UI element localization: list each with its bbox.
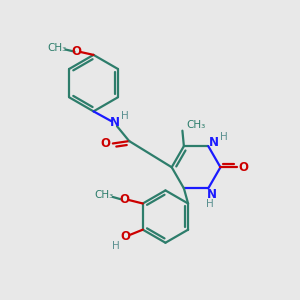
Text: O: O <box>119 193 129 206</box>
Text: H: H <box>121 111 128 121</box>
Text: H: H <box>206 199 214 209</box>
Text: N: N <box>110 116 120 129</box>
Text: N: N <box>208 136 219 149</box>
Text: O: O <box>238 161 248 174</box>
Text: O: O <box>101 137 111 150</box>
Text: H: H <box>112 241 119 251</box>
Text: CH₃: CH₃ <box>94 190 113 200</box>
Text: O: O <box>121 230 131 243</box>
Text: CH₃: CH₃ <box>48 44 67 53</box>
Text: N: N <box>207 188 217 201</box>
Text: O: O <box>72 45 82 58</box>
Text: H: H <box>220 132 228 142</box>
Text: CH₃: CH₃ <box>186 120 205 130</box>
